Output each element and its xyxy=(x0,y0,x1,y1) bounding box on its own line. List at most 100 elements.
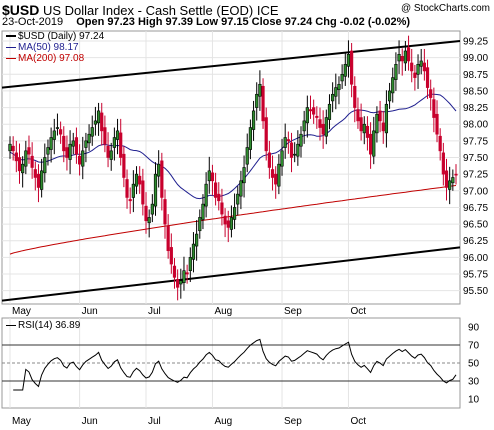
candle-body xyxy=(84,140,88,148)
candle-body xyxy=(289,142,294,158)
candle-body xyxy=(375,113,379,134)
candle-body xyxy=(43,157,47,174)
candle-body xyxy=(248,127,252,150)
candle-body xyxy=(71,140,75,147)
candle-body xyxy=(195,233,199,247)
x-tick-label: May xyxy=(12,306,31,317)
candle-body xyxy=(267,152,271,168)
y-tick-label: 99.00 xyxy=(463,53,488,64)
rsi-y-tick-label: 30 xyxy=(468,377,480,388)
candle-body xyxy=(74,137,79,155)
x-tick-label: Jun xyxy=(82,306,98,317)
candle-body xyxy=(166,225,170,252)
candle-body xyxy=(176,279,180,288)
candle-body xyxy=(425,67,430,88)
candle-body xyxy=(261,85,265,122)
candle-body xyxy=(454,173,458,176)
candle-body xyxy=(299,133,303,147)
candle-body xyxy=(141,180,145,205)
candle-body xyxy=(185,272,189,275)
candle-body xyxy=(115,130,120,140)
candle-body xyxy=(87,133,91,144)
candle-body xyxy=(444,170,449,188)
candle-body xyxy=(157,163,161,177)
candle-body xyxy=(77,155,82,165)
candle-body xyxy=(11,145,15,152)
candle-body xyxy=(24,150,28,167)
candle-body xyxy=(226,220,230,228)
candle-body xyxy=(337,83,341,90)
ohlc-readout: Open 97.23 High 97.39 Low 97.15 Close 97… xyxy=(76,16,411,28)
rsi-label-text: RSI(14) 36.89 xyxy=(18,320,81,331)
candle-body xyxy=(220,202,224,215)
candle-body xyxy=(378,110,382,122)
candle-body xyxy=(144,205,148,222)
y-tick-label: 98.50 xyxy=(463,86,488,97)
candle-body xyxy=(153,173,158,207)
candle-body xyxy=(448,180,452,190)
candle-body xyxy=(59,129,63,135)
candle-body xyxy=(308,109,313,112)
rsi-y-tick-label: 90 xyxy=(468,323,480,334)
candle-body xyxy=(128,199,132,202)
candle-body xyxy=(334,87,338,97)
candle-body xyxy=(242,167,246,184)
candle-body xyxy=(204,183,208,207)
candle-body xyxy=(138,175,142,185)
price-summary: 23-Oct-2019 Open 97.23 High 97.39 Low 97… xyxy=(2,16,410,28)
candle-body xyxy=(182,270,186,283)
candle-body xyxy=(14,152,18,162)
legend-ma50: MA(50) 98.17 xyxy=(6,42,79,53)
y-tick-label: 98.00 xyxy=(463,120,488,131)
candle-body xyxy=(62,135,66,152)
candle-body xyxy=(406,47,411,62)
candle-body xyxy=(391,77,395,94)
candle-body xyxy=(55,127,60,129)
lower-trend-line xyxy=(1,246,461,302)
candle-body xyxy=(103,127,107,145)
candle-body xyxy=(400,56,404,62)
chart-date: 23-Oct-2019 xyxy=(2,16,64,28)
y-tick-label: 98.75 xyxy=(463,70,488,81)
y-tick-label: 96.50 xyxy=(463,220,488,231)
candle-body xyxy=(163,199,167,225)
candle-body xyxy=(280,150,284,167)
legend-ma200: MA(200) 97.08 xyxy=(6,53,84,64)
x-tick-label: Aug xyxy=(214,306,232,317)
candle-body xyxy=(286,139,290,142)
y-tick-label: 95.75 xyxy=(463,270,488,281)
x-tick-label: Jul xyxy=(148,306,161,317)
x-tick-label: Oct xyxy=(350,306,366,317)
candle-body xyxy=(362,123,366,134)
candle-body xyxy=(274,173,278,185)
candle-body xyxy=(350,50,354,85)
candle-body xyxy=(223,215,227,225)
candle-body xyxy=(198,217,202,232)
instrument-name: US Dollar Index - Cash Settle (EOD) xyxy=(42,3,254,18)
candle-body xyxy=(160,160,164,198)
candle-body xyxy=(438,135,442,152)
candle-body xyxy=(172,265,177,278)
candle-body xyxy=(100,112,104,132)
candle-body xyxy=(296,143,300,157)
candle-body xyxy=(229,217,234,230)
candle-body xyxy=(106,145,110,158)
candle-body xyxy=(81,150,85,167)
candle-body xyxy=(36,173,41,188)
y-tick-label: 97.25 xyxy=(463,170,488,181)
candle-body xyxy=(324,117,328,137)
symbol: $USD xyxy=(2,2,40,18)
rsi-x-tick-label: May xyxy=(12,416,31,427)
candle-body xyxy=(217,193,221,202)
candle-body xyxy=(214,182,218,198)
candle-body xyxy=(368,133,373,155)
candle-body xyxy=(65,147,69,158)
candle-body xyxy=(201,203,205,220)
legend-price-text: $USD (Daily) 97.24 xyxy=(18,31,105,42)
legend-ma200-text: MA(200) 97.08 xyxy=(18,53,85,64)
candle-body xyxy=(150,203,154,215)
y-tick-label: 97.75 xyxy=(463,136,488,147)
candle-body xyxy=(277,163,281,187)
y-tick-label: 96.25 xyxy=(463,236,488,247)
